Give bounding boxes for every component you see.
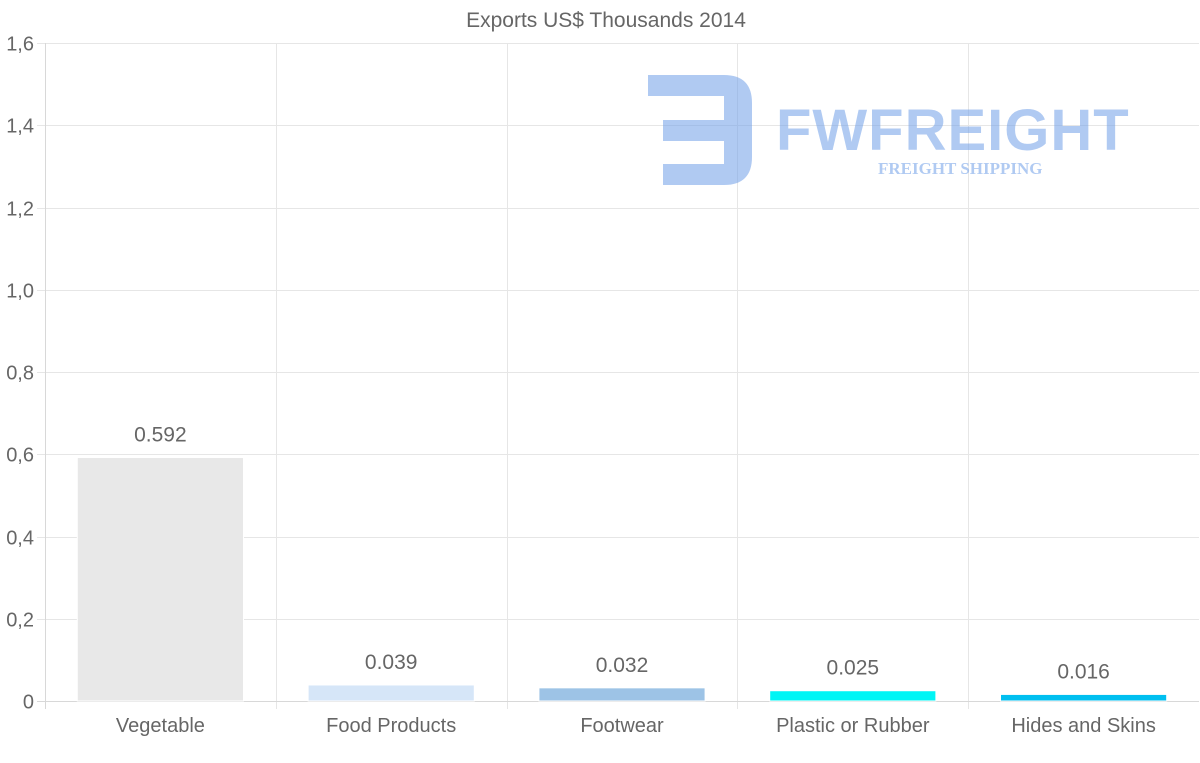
y-axis-ticks: 0 0,2 0,4 0,6 0,8 1,0 1,2 1,4 1,6	[6, 34, 34, 714]
x-tick-label: Plastic or Rubber	[776, 715, 930, 737]
bars	[76, 457, 1168, 702]
data-labels: 0.592 0.039 0.032 0.025 0.016	[134, 424, 1110, 684]
y-tick-label: 0,8	[6, 363, 34, 385]
data-label: 0.039	[365, 651, 418, 674]
y-tick-label: 0,6	[6, 445, 34, 467]
data-label: 0.032	[596, 654, 649, 677]
y-tick-label: 1,4	[6, 116, 34, 138]
chart-title: Exports US$ Thousands 2014	[466, 9, 746, 32]
bar-plastic-or-rubber[interactable]	[769, 690, 937, 702]
data-label: 0.016	[1057, 660, 1110, 683]
data-label: 0.025	[827, 657, 880, 680]
bar-hides-and-skins[interactable]	[1000, 693, 1168, 702]
bar-food-products[interactable]	[307, 684, 475, 702]
watermark-brand: FWFREIGHT	[776, 98, 1130, 163]
y-tick-label: 0,2	[6, 610, 34, 632]
y-tick-label: 1,2	[6, 199, 34, 221]
x-axis-ticks: Vegetable Food Products Footwear Plastic or…	[116, 715, 1156, 737]
y-tick-label: 0	[23, 692, 34, 714]
y-tick-label: 0,4	[6, 528, 34, 550]
x-tick-label: Vegetable	[116, 715, 205, 737]
fwfreight-logo-icon	[648, 75, 752, 185]
x-tick-label: Hides and Skins	[1011, 715, 1156, 737]
watermark-tagline: FREIGHT SHIPPING	[878, 159, 1043, 178]
data-label: 0.592	[134, 424, 187, 447]
y-tick-label: 1,6	[6, 34, 34, 56]
x-tick-label: Footwear	[580, 715, 664, 737]
watermark: FWFREIGHT FREIGHT SHIPPING	[648, 75, 1130, 185]
bar-vegetable[interactable]	[76, 457, 244, 702]
bar-footwear[interactable]	[538, 687, 706, 702]
y-tick-label: 1,0	[6, 281, 34, 303]
x-tick-label: Food Products	[326, 715, 456, 737]
